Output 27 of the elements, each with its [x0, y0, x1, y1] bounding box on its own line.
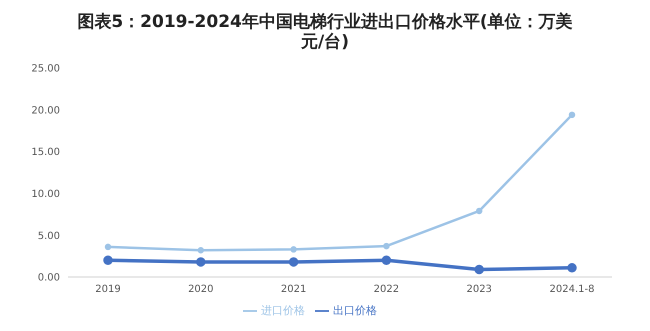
y-tick-label: 20.00 [31, 105, 60, 116]
point [103, 256, 113, 266]
legend-label: 进口价格 [261, 304, 305, 317]
point [476, 208, 482, 214]
point [288, 257, 298, 267]
x-tick-label: 2022 [374, 284, 400, 296]
point [196, 257, 206, 267]
y-tick-label: 10.00 [31, 188, 60, 200]
x-tick-label: 2024.1-8 [550, 284, 594, 296]
y-tick-label: 0.00 [38, 272, 60, 284]
x-tick-label: 2023 [466, 284, 492, 296]
chart-title: 图表5：2019-2024年中国电梯行业进出口价格水平(单位：万美元/台) [76, 11, 574, 52]
point [198, 247, 204, 254]
legend-label: 出口价格 [333, 304, 377, 317]
point [383, 242, 390, 250]
x-tick-label: 2019 [95, 284, 121, 296]
point [474, 264, 484, 274]
y-tick-label: 15.00 [31, 147, 60, 158]
point [104, 244, 112, 250]
y-tick-label: 25.00 [31, 64, 60, 75]
y-tick-label: 5.00 [38, 230, 60, 242]
point [290, 246, 297, 253]
point [568, 112, 576, 118]
x-tick-label: 2020 [188, 284, 214, 296]
x-tick-label: 2021 [280, 284, 306, 296]
point [382, 256, 392, 266]
point [567, 263, 577, 273]
